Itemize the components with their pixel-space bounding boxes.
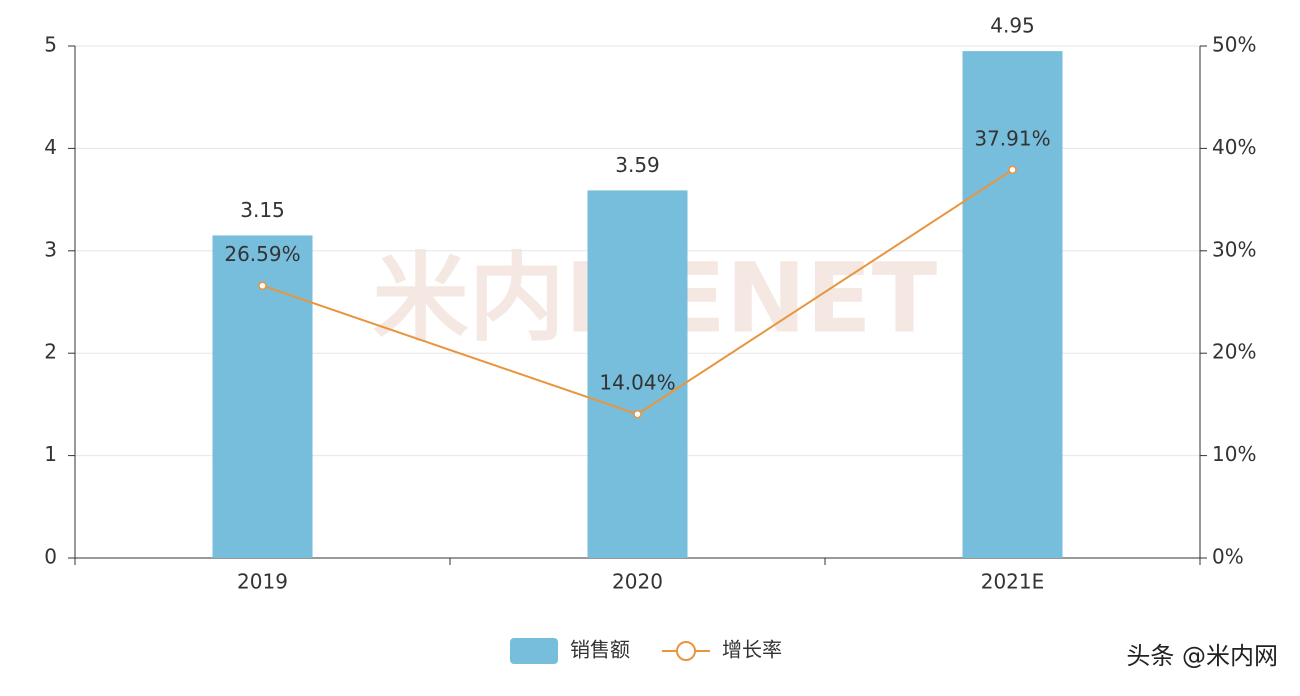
- bar-value-label: 4.95: [990, 14, 1035, 38]
- bar: [962, 51, 1063, 559]
- y-tick-label: 3: [44, 237, 57, 261]
- y2-tick-label: 30%: [1212, 237, 1256, 261]
- x-tick-label: 2019: [237, 570, 288, 594]
- bar-value-label: 3.15: [240, 198, 285, 222]
- line-point: [258, 281, 267, 290]
- x-tick-label: 2020: [612, 570, 663, 594]
- legend-label: 增长率: [722, 638, 782, 662]
- y2-tick-label: 10%: [1212, 442, 1256, 466]
- legend-swatch: [510, 638, 558, 664]
- y2-tick-label: 0%: [1212, 545, 1244, 569]
- line-value-label: 37.91%: [974, 126, 1050, 150]
- legend-label: 销售额: [570, 638, 630, 662]
- y2-tick-label: 20%: [1212, 340, 1256, 364]
- line-value-label: 26.59%: [224, 242, 300, 266]
- y2-tick-label: 50%: [1212, 33, 1256, 57]
- line-point: [633, 409, 642, 419]
- x-tick-label: 2021E: [981, 570, 1045, 594]
- source: 头条 @米内网: [1126, 642, 1278, 670]
- y-tick-label: 1: [44, 442, 57, 466]
- line-value-label: 14.04%: [599, 371, 675, 395]
- y-tick-label: 2: [44, 340, 57, 364]
- y-tick-label: 4: [44, 135, 57, 159]
- y-tick-label: 0: [44, 545, 57, 569]
- y-tick-label: 5: [44, 33, 57, 57]
- line-point: [1008, 165, 1017, 175]
- bar: [587, 190, 688, 558]
- legend-swatch: [676, 641, 696, 661]
- y2-tick-label: 40%: [1212, 135, 1256, 159]
- bar-value-label: 3.59: [615, 153, 660, 177]
